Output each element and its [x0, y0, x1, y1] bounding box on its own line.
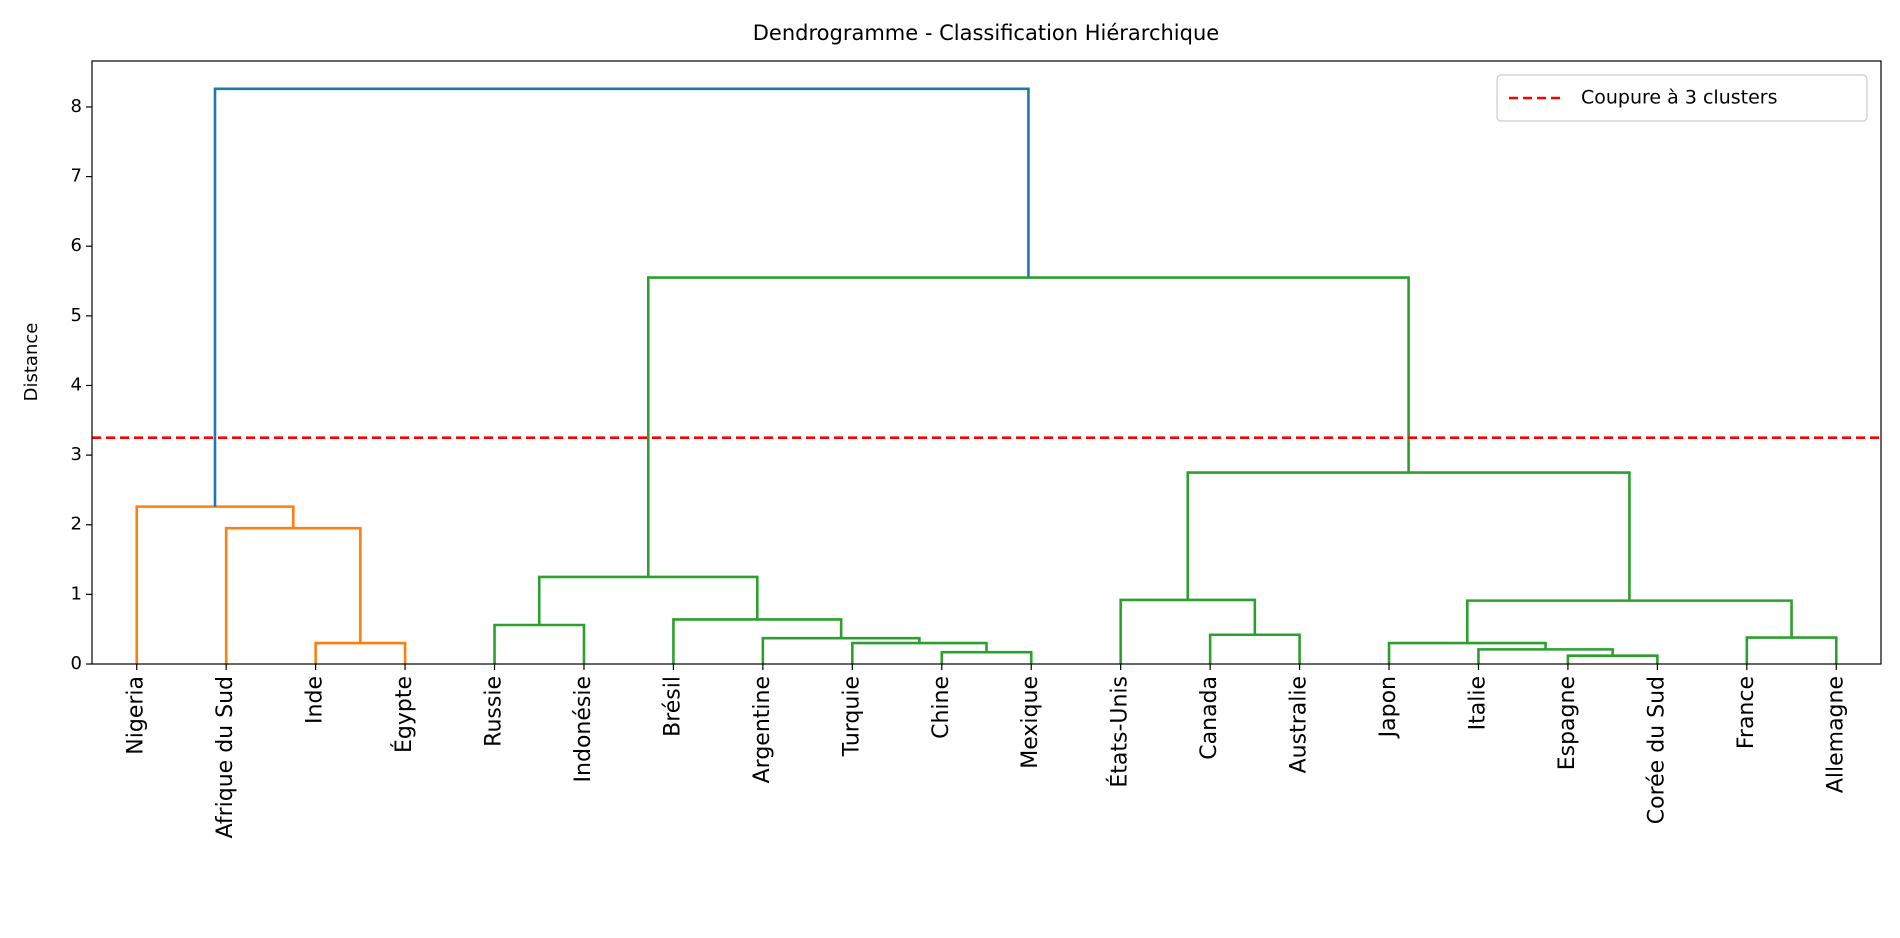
- dendrogram-link: [1745, 636, 1838, 664]
- dendrogram-link: [537, 575, 759, 626]
- y-axis-label: Distance: [21, 323, 42, 402]
- dendrogram-link: [314, 641, 407, 664]
- plot-frame: [91, 60, 1882, 665]
- leaf-label: Russie: [482, 676, 507, 747]
- leaf-label: Inde: [303, 676, 328, 724]
- y-tick-label: 5: [71, 305, 82, 326]
- dendrogram-link: [1566, 654, 1659, 664]
- y-tick-label: 7: [71, 166, 82, 187]
- leaf-label: Turquie: [839, 676, 864, 757]
- legend-box: [1496, 74, 1868, 122]
- dendrogram-link: [1119, 598, 1257, 664]
- legend-label: Coupure à 3 clusters: [1581, 87, 1778, 109]
- leaf-label: Brésil: [660, 676, 685, 737]
- y-tick-label: 0: [71, 653, 82, 674]
- leaf-label: Nigeria: [124, 676, 149, 755]
- dendrogram-link: [213, 87, 1030, 507]
- dendrogram-link: [135, 505, 295, 664]
- y-tick-label: 1: [71, 583, 82, 604]
- leaf-label: Australie: [1287, 676, 1312, 773]
- dendrogram-link: [1186, 471, 1631, 601]
- y-tick-label: 6: [71, 235, 82, 256]
- leaf-label: Argentine: [750, 676, 775, 783]
- leaf-label: Indonésie: [571, 676, 596, 782]
- dendrogram-link: [761, 636, 921, 664]
- leaf-label: Italie: [1465, 676, 1490, 730]
- leaf-label: Japon: [1376, 676, 1401, 739]
- dendrogram-link: [851, 641, 988, 664]
- dendrogram-link: [1477, 648, 1614, 664]
- dendrogram-link: [1465, 599, 1793, 644]
- leaf-label: Chine: [929, 676, 954, 739]
- chart-title: Dendrogramme - Classification Hiérarchiq…: [753, 21, 1219, 45]
- dendrogram-link: [672, 618, 843, 664]
- leaf-label: Mexique: [1018, 676, 1043, 769]
- y-tick-label: 3: [71, 444, 82, 465]
- dendrogram-link: [646, 276, 1410, 577]
- dendrogram-link: [940, 650, 1033, 664]
- dendrogram-link: [224, 526, 362, 664]
- leaf-label: Égypte: [391, 676, 417, 753]
- dendrogram-link: [493, 623, 586, 664]
- dendrogram-link: [1387, 641, 1547, 664]
- y-tick-label: 4: [71, 374, 82, 395]
- leaf-label: États-Unis: [1107, 676, 1133, 788]
- leaf-label: Corée du Sud: [1644, 676, 1669, 824]
- y-tick-label: 2: [71, 514, 82, 535]
- leaf-label: Canada: [1197, 676, 1222, 760]
- y-tick-label: 8: [71, 96, 82, 117]
- leaf-label: Afrique du Sud: [213, 676, 238, 838]
- dendrogram-link: [1208, 633, 1301, 664]
- leaf-label: Allemagne: [1823, 676, 1848, 793]
- leaf-label: Espagne: [1555, 676, 1580, 770]
- leaf-label: France: [1734, 676, 1759, 749]
